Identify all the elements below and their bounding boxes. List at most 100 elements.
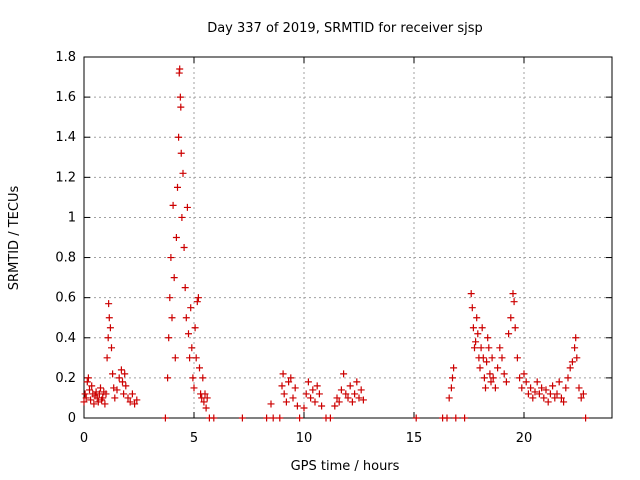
data-point bbox=[562, 384, 570, 392]
data-point bbox=[126, 398, 134, 406]
data-point bbox=[97, 384, 104, 392]
data-point bbox=[579, 390, 587, 398]
data-point bbox=[203, 394, 211, 402]
data-point bbox=[553, 390, 561, 398]
x-tick-label: 10 bbox=[296, 431, 313, 446]
y-tick-label: 1 bbox=[68, 210, 76, 225]
grid bbox=[84, 57, 612, 418]
data-point bbox=[355, 394, 363, 402]
data-point bbox=[115, 374, 123, 382]
x-axis-label: GPS time / hours bbox=[291, 459, 400, 474]
data-point bbox=[572, 334, 580, 342]
data-point bbox=[351, 390, 359, 398]
data-point bbox=[99, 394, 107, 402]
data-point bbox=[573, 354, 581, 362]
data-point bbox=[120, 390, 128, 398]
data-point bbox=[88, 382, 96, 390]
data-point bbox=[344, 394, 352, 402]
data-point bbox=[124, 394, 132, 402]
data-point bbox=[103, 354, 111, 362]
data-point bbox=[315, 390, 323, 398]
data-point bbox=[185, 330, 192, 338]
data-point bbox=[194, 294, 202, 302]
data-point bbox=[467, 290, 475, 298]
data-point bbox=[175, 133, 183, 141]
data-point bbox=[449, 374, 456, 382]
chart-title: Day 337 of 2019, SRMTID for receiver sjs… bbox=[207, 21, 483, 36]
data-point bbox=[535, 390, 543, 398]
data-point bbox=[494, 364, 502, 372]
data-point bbox=[181, 284, 189, 292]
data-point bbox=[502, 378, 510, 386]
data-point bbox=[571, 344, 579, 352]
data-point bbox=[190, 384, 198, 392]
data-point bbox=[357, 386, 365, 394]
data-point bbox=[474, 330, 482, 338]
data-point bbox=[542, 386, 550, 394]
data-point bbox=[546, 390, 554, 398]
data-point bbox=[302, 390, 310, 398]
data-point bbox=[191, 324, 199, 332]
data-point bbox=[280, 390, 288, 398]
data-point bbox=[168, 314, 176, 322]
data-point bbox=[309, 386, 317, 394]
data-point bbox=[202, 404, 210, 412]
data-point bbox=[285, 378, 293, 386]
data-point bbox=[167, 254, 175, 262]
data-point bbox=[111, 394, 119, 402]
data-point bbox=[189, 374, 197, 382]
data-point bbox=[86, 386, 93, 394]
data-point bbox=[84, 374, 92, 382]
data-point bbox=[170, 274, 178, 282]
data-point bbox=[279, 370, 287, 378]
data-point bbox=[522, 378, 530, 386]
data-point bbox=[313, 382, 321, 390]
data-point bbox=[182, 314, 190, 322]
data-point bbox=[196, 364, 203, 372]
data-point bbox=[498, 354, 506, 362]
data-point bbox=[353, 378, 361, 386]
data-point bbox=[516, 374, 524, 382]
y-tick-label: 1.8 bbox=[55, 50, 76, 65]
data-point bbox=[551, 394, 559, 402]
data-point bbox=[300, 404, 308, 412]
data-point bbox=[108, 344, 115, 352]
data-point bbox=[348, 398, 356, 406]
y-tick-label: 1.2 bbox=[55, 170, 76, 185]
data-point bbox=[513, 354, 521, 362]
data-point bbox=[447, 384, 455, 392]
data-point bbox=[520, 370, 528, 378]
data-point bbox=[210, 414, 218, 422]
data-point bbox=[102, 390, 110, 398]
data-point bbox=[479, 354, 487, 362]
data-point bbox=[524, 390, 532, 398]
data-point bbox=[489, 374, 497, 382]
x-tick-labels: 0 5 10 15 20 bbox=[80, 431, 532, 446]
data-point bbox=[333, 394, 341, 402]
data-point bbox=[557, 394, 565, 402]
data-point bbox=[318, 402, 326, 410]
data-point bbox=[531, 388, 539, 396]
data-point bbox=[200, 398, 208, 406]
data-point bbox=[482, 384, 489, 392]
data-point bbox=[293, 402, 301, 410]
data-point bbox=[496, 344, 504, 352]
data-point bbox=[119, 378, 126, 386]
data-point bbox=[131, 400, 139, 408]
axis-ticks bbox=[83, 56, 612, 419]
data-point bbox=[113, 386, 121, 394]
data-point bbox=[533, 378, 541, 386]
data-point bbox=[105, 300, 113, 308]
y-tick-label: 0 bbox=[68, 411, 76, 426]
data-point bbox=[109, 370, 117, 378]
data-point bbox=[487, 378, 495, 386]
data-point bbox=[269, 414, 277, 422]
data-point bbox=[171, 354, 179, 362]
data-point bbox=[291, 384, 299, 392]
data-points bbox=[80, 65, 590, 422]
data-point bbox=[101, 400, 109, 408]
data-point bbox=[289, 394, 297, 402]
data-point bbox=[186, 354, 194, 362]
data-point bbox=[452, 414, 460, 422]
